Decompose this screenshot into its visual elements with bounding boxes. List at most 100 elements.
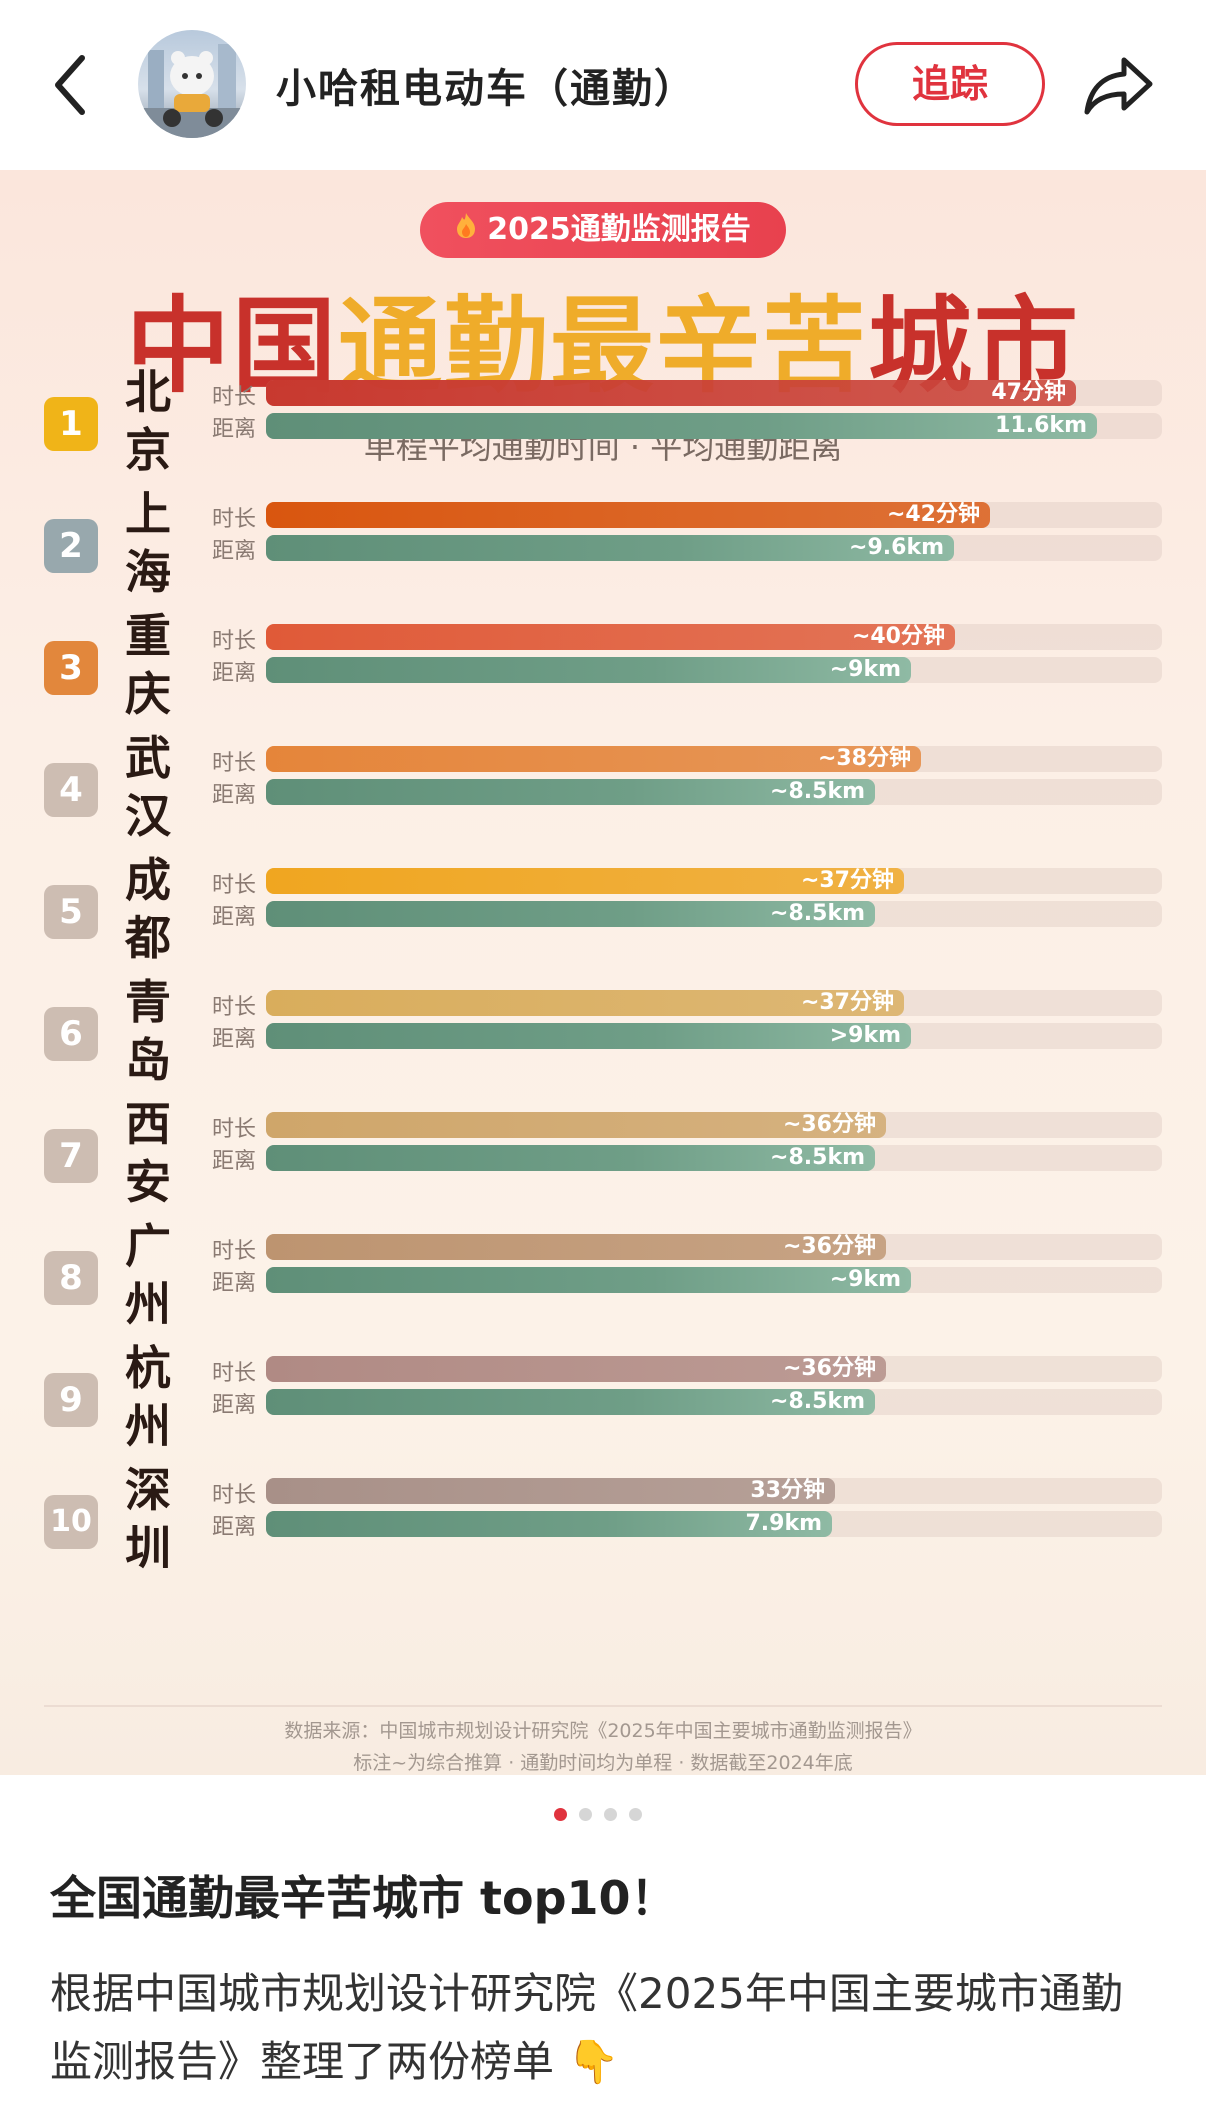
distance-bar-track: 11.6km: [266, 413, 1162, 439]
rank-badge: 6: [44, 1007, 98, 1061]
time-label: 时长: [212, 1483, 257, 1508]
time-value: ~36分钟: [782, 1356, 876, 1381]
ranking-row: 7 西 安 时长 距离 ~36分钟 ~8.5km: [0, 1095, 1206, 1217]
distance-bar: 7.9km: [266, 1511, 832, 1537]
chevron-left-icon: [55, 55, 85, 115]
time-value: 33分钟: [750, 1478, 825, 1503]
time-label: 时长: [212, 995, 257, 1020]
ranking-row: 8 广 州 时长 距离 ~36分钟 ~9km: [0, 1217, 1206, 1339]
ranking-row: 5 成 都 时长 距离 ~37分钟 ~8.5km: [0, 851, 1206, 973]
time-value: ~36分钟: [782, 1112, 876, 1137]
time-bar-track: ~36分钟: [266, 1112, 1162, 1138]
distance-label: 距离: [212, 783, 257, 808]
distance-label: 距离: [212, 1027, 257, 1052]
share-arrow-icon: [1084, 57, 1153, 115]
time-bar: 33分钟: [266, 1478, 835, 1504]
time-bar: ~36分钟: [266, 1356, 886, 1382]
distance-bar: ~8.5km: [266, 901, 875, 927]
distance-value: >9km: [829, 1023, 901, 1048]
distance-label: 距离: [212, 905, 257, 930]
distance-bar-track: ~8.5km: [266, 1145, 1162, 1171]
distance-label: 距离: [212, 1393, 257, 1418]
city-name: 成 都: [125, 853, 171, 965]
time-value: ~37分钟: [800, 990, 894, 1015]
poster-image[interactable]: 2025通勤监测报告 中国通勤最辛苦城市 单程平均通勤时间 · 平均通勤距离 1…: [0, 170, 1206, 1775]
city-name: 重 庆: [125, 609, 171, 721]
distance-bar: ~8.5km: [266, 1389, 875, 1415]
distance-bar: ~8.5km: [266, 1145, 875, 1171]
time-bar: ~37分钟: [266, 868, 904, 894]
distance-label: 距离: [212, 1271, 257, 1296]
time-bar: ~37分钟: [266, 990, 904, 1016]
time-bar-track: 47分钟: [266, 380, 1162, 406]
time-label: 时长: [212, 1239, 257, 1264]
divider: [44, 1705, 1162, 1707]
ranking-row: 10 深 圳 时长 距离 33分钟 7.9km: [0, 1461, 1206, 1583]
time-value: ~38分钟: [817, 746, 911, 771]
rank-badge: 2: [44, 519, 98, 573]
time-bar: ~42分钟: [266, 502, 990, 528]
distance-bar-track: ~8.5km: [266, 779, 1162, 805]
distance-bar: ~8.5km: [266, 779, 875, 805]
distance-label: 距离: [212, 417, 257, 442]
city-name: 西 安: [125, 1097, 171, 1209]
distance-value: ~9.6km: [849, 535, 944, 560]
city-name: 深 圳: [125, 1463, 171, 1575]
distance-bar: ~9.6km: [266, 535, 954, 561]
city-name: 上 海: [125, 487, 171, 599]
time-value: ~37分钟: [800, 868, 894, 893]
distance-value: ~8.5km: [770, 779, 865, 804]
carousel-indicator: [548, 1806, 648, 1821]
distance-label: 距离: [212, 539, 257, 564]
distance-bar: 11.6km: [266, 413, 1097, 439]
time-bar: ~40分钟: [266, 624, 955, 650]
distance-value: 11.6km: [995, 413, 1087, 438]
distance-label: 距离: [212, 1515, 257, 1540]
distance-value: ~8.5km: [770, 1389, 865, 1414]
city-name: 武 汉: [125, 731, 171, 843]
city-name: 北 京: [125, 365, 171, 477]
time-label: 时长: [212, 1361, 257, 1386]
distance-bar: ~9km: [266, 1267, 911, 1293]
time-bar: ~36分钟: [266, 1112, 886, 1138]
distance-value: ~9km: [829, 657, 901, 682]
avatar-illustration: [138, 44, 246, 138]
distance-bar: ~9km: [266, 657, 911, 683]
data-source-note: 数据来源：中国城市规划设计研究院《2025年中国主要城市通勤监测报告》: [284, 1720, 922, 1742]
distance-bar-track: 7.9km: [266, 1511, 1162, 1537]
carousel-dot[interactable]: [604, 1808, 617, 1821]
time-value: ~40分钟: [851, 624, 945, 649]
time-value: ~42分钟: [886, 502, 980, 527]
annotation-note: 标注~为综合推算 · 通勤时间均为单程 · 数据截至2024年底: [353, 1752, 853, 1774]
report-badge: 2025通勤监测报告: [420, 202, 786, 258]
account-name[interactable]: 小哈租电动车（通勤）: [276, 66, 696, 112]
ranking-row: 9 杭 州 时长 距离 ~36分钟 ~8.5km: [0, 1339, 1206, 1461]
city-name: 杭 州: [125, 1341, 171, 1453]
post-title: 全国通勤最辛苦城市 top10！: [50, 1871, 677, 1925]
ranking-row: 1 北 京 时长距离 47分钟 11.6km: [0, 363, 1206, 485]
back-button[interactable]: [48, 52, 96, 118]
distance-bar-track: >9km: [266, 1023, 1162, 1049]
carousel-dot[interactable]: [629, 1808, 642, 1821]
time-bar: ~38分钟: [266, 746, 921, 772]
badge-text: 2025通勤监测报告: [487, 212, 751, 247]
distance-label: 距离: [212, 1149, 257, 1174]
time-label: 时长: [212, 629, 257, 654]
distance-value: 7.9km: [745, 1511, 822, 1536]
distance-value: ~8.5km: [770, 901, 865, 926]
time-bar-track: ~37分钟: [266, 990, 1162, 1016]
rank-badge: 8: [44, 1251, 98, 1305]
follow-button[interactable]: 追踪: [855, 42, 1045, 126]
carousel-dot[interactable]: [554, 1808, 567, 1821]
time-value: ~36分钟: [782, 1234, 876, 1259]
distance-bar-track: ~9km: [266, 1267, 1162, 1293]
time-label: 时长: [212, 385, 257, 410]
share-button[interactable]: [1082, 52, 1156, 118]
carousel-dot[interactable]: [579, 1808, 592, 1821]
distance-bar-track: ~8.5km: [266, 901, 1162, 927]
avatar[interactable]: [138, 30, 246, 138]
time-label: 时长: [212, 751, 257, 776]
rank-badge: 1: [44, 397, 98, 451]
rank-badge: 4: [44, 763, 98, 817]
time-bar: ~36分钟: [266, 1234, 886, 1260]
